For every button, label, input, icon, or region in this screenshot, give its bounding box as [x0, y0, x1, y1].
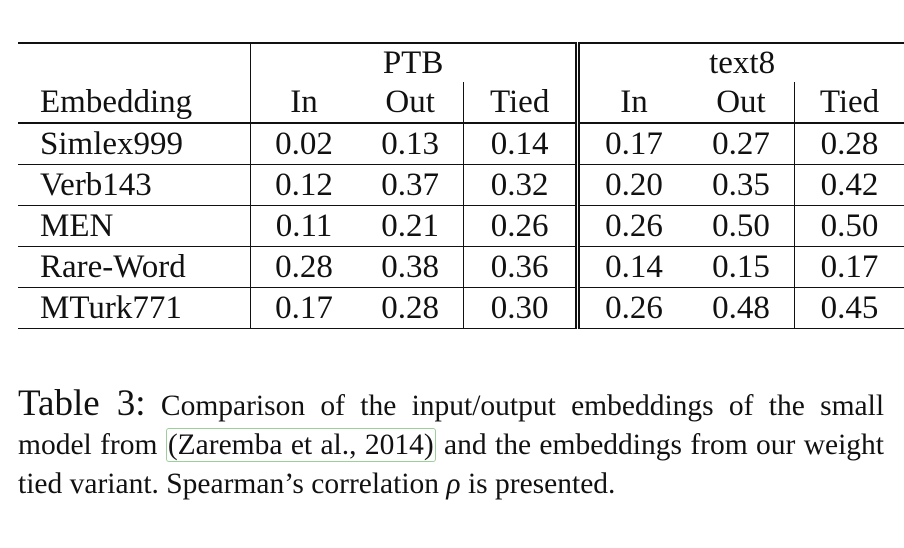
table-cell-text8-tied: 0.28	[794, 123, 904, 165]
table-row: Rare-Word 0.28 0.38 0.36 0.14 0.15 0.17	[18, 246, 904, 288]
table-cell-ptb-tied: 0.30	[463, 287, 578, 329]
table-cell-text8-out: 0.27	[687, 123, 795, 165]
table-cell-text8-in: 0.17	[575, 123, 688, 165]
column-header-embedding: Embedding	[18, 82, 251, 124]
table-cell-text8-tied: 0.45	[794, 287, 904, 329]
table-cell-ptb-out: 0.37	[357, 164, 464, 206]
citation-link[interactable]: (Zaremba et al., 2014)	[165, 428, 436, 462]
rho-symbol: ρ	[446, 468, 461, 500]
group-header-blank	[18, 42, 251, 82]
table-cell-ptb-tied: 0.26	[463, 205, 578, 247]
table-cell-embedding: Verb143	[18, 164, 251, 206]
table-cell-text8-tied: 0.42	[794, 164, 904, 206]
column-header-ptb-out: Out	[357, 82, 464, 124]
table-cell-text8-out: 0.48	[687, 287, 795, 329]
table-cell-ptb-in: 0.28	[250, 246, 358, 288]
table-cell-text8-out: 0.50	[687, 205, 795, 247]
table-cell-text8-tied: 0.17	[794, 246, 904, 288]
table-cell-ptb-out: 0.21	[357, 205, 464, 247]
caption-text-after: is presented.	[467, 468, 616, 500]
table-cell-text8-in: 0.20	[575, 164, 688, 206]
table-caption: Table 3: Comparison of the input/output …	[18, 384, 884, 504]
table-cell-ptb-in: 0.12	[250, 164, 358, 206]
table-cell-text8-in: 0.26	[575, 287, 688, 329]
table-cell-ptb-out: 0.28	[357, 287, 464, 329]
table-row: Verb143 0.12 0.37 0.32 0.20 0.35 0.42	[18, 164, 904, 206]
group-header-row: PTB text8	[18, 42, 904, 82]
group-label-ptb: PTB	[249, 42, 578, 82]
table-cell-ptb-in: 0.17	[250, 287, 358, 329]
table-cell-embedding: MTurk771	[18, 287, 251, 329]
table-cell-ptb-out: 0.38	[357, 246, 464, 288]
table-cell-text8-in: 0.14	[575, 246, 688, 288]
caption-label: Table 3:	[18, 383, 146, 424]
table-cell-ptb-in: 0.02	[250, 123, 358, 165]
table-cell-ptb-out: 0.13	[357, 123, 464, 165]
caption-text-middle: and the embeddings from our weight tied …	[18, 429, 884, 500]
table-cell-ptb-in: 0.11	[250, 205, 358, 247]
column-header-text8-out: Out	[687, 82, 795, 124]
table-cell-embedding: Simlex999	[18, 123, 251, 165]
table-cell-ptb-tied: 0.36	[463, 246, 578, 288]
column-header-ptb-tied: Tied	[463, 82, 578, 124]
table-row: Simlex999 0.02 0.13 0.14 0.17 0.27 0.28	[18, 123, 904, 165]
column-header-text8-in: In	[575, 82, 688, 124]
table-cell-ptb-tied: 0.32	[463, 164, 578, 206]
table-cell-embedding: Rare-Word	[18, 246, 251, 288]
group-label-text8: text8	[575, 42, 904, 82]
column-header-row: Embedding In Out Tied In Out Tied	[18, 82, 904, 124]
results-table: PTB text8 Embedding In Out Tied In Out T…	[18, 42, 904, 329]
column-header-ptb-in: In	[250, 82, 358, 124]
table-cell-ptb-tied: 0.14	[463, 123, 578, 165]
table-cell-text8-in: 0.26	[575, 205, 688, 247]
table-cell-embedding: MEN	[18, 205, 251, 247]
table-cell-text8-out: 0.35	[687, 164, 795, 206]
table-cell-text8-tied: 0.50	[794, 205, 904, 247]
table-row: MTurk771 0.17 0.28 0.30 0.26 0.48 0.45	[18, 287, 904, 329]
table-cell-text8-out: 0.15	[687, 246, 795, 288]
caption-text-before: Comparison of the input/output embedding…	[18, 390, 885, 461]
column-header-text8-tied: Tied	[794, 82, 904, 124]
table-row: MEN 0.11 0.21 0.26 0.26 0.50 0.50	[18, 205, 904, 247]
